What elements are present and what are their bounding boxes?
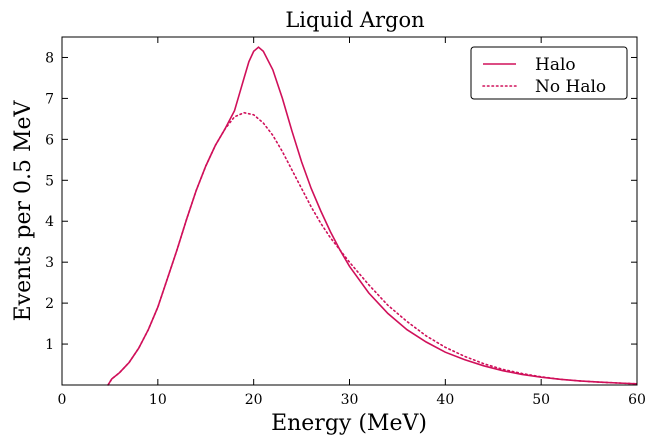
series-line-halo — [107, 46, 638, 386]
x-tick-label: 60 — [628, 392, 646, 408]
chart-title: Liquid Argon — [285, 8, 424, 32]
x-tick-label: 50 — [532, 392, 550, 408]
y-tick-label: 2 — [45, 296, 54, 312]
legend-label-no-halo: No Halo — [535, 77, 606, 97]
legend-label-halo: Halo — [535, 55, 576, 75]
y-tick-label: 3 — [45, 255, 54, 271]
y-tick-label: 7 — [45, 91, 54, 107]
plot-area — [107, 46, 638, 386]
x-axis: 0 10 20 30 40 50 60 — [58, 37, 646, 408]
series-line-no-halo — [107, 111, 638, 386]
y-tick-label: 5 — [45, 173, 54, 189]
y-axis: 1 2 3 4 5 6 7 8 — [45, 50, 637, 353]
x-axis-label: Energy (MeV) — [271, 411, 427, 436]
x-tick-label: 10 — [149, 392, 167, 408]
y-tick-label: 1 — [45, 337, 54, 353]
x-tick-label: 30 — [341, 392, 359, 408]
x-tick-label: 40 — [436, 392, 454, 408]
y-tick-label: 6 — [45, 132, 54, 148]
y-tick-label: 4 — [45, 214, 54, 230]
y-axis-label: Events per 0.5 MeV — [11, 99, 36, 321]
legend: Halo No Halo — [470, 46, 628, 100]
x-tick-label: 0 — [58, 392, 67, 408]
x-tick-label: 20 — [245, 392, 263, 408]
y-tick-label: 8 — [45, 50, 54, 66]
